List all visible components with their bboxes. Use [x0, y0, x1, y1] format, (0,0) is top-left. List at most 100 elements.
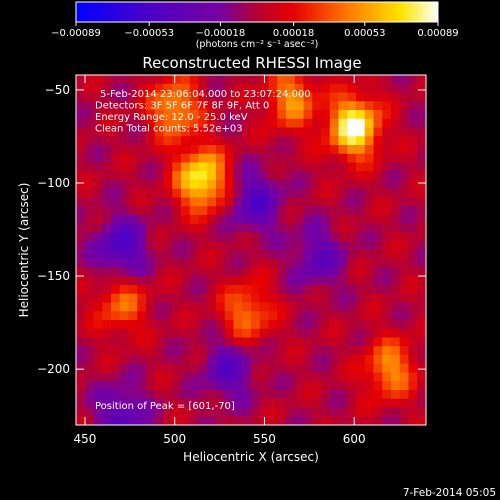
heatmap-cell: [251, 118, 261, 128]
heatmap-cell: [93, 363, 103, 373]
heatmap-cell: [102, 328, 112, 338]
heatmap-cell: [356, 83, 366, 93]
heatmap-cell: [154, 416, 164, 426]
heatmap-cell: [102, 372, 112, 382]
heatmap-cell: [242, 232, 252, 242]
heatmap-cell: [233, 320, 243, 330]
heatmap-cell: [198, 407, 208, 417]
annotations: 5-Feb-2014 23:06:04.000 to 23:07:24.000D…: [95, 89, 311, 135]
heatmap-cell: [84, 241, 94, 251]
heatmap-cell: [84, 145, 94, 155]
heatmap-cell: [286, 180, 296, 190]
heatmap-cell: [417, 241, 427, 251]
heatmap-cell: [198, 188, 208, 198]
heatmap-cell: [181, 92, 191, 102]
heatmap-cell: [93, 83, 103, 93]
heatmap-cell: [233, 285, 243, 295]
heatmap-cell: [286, 162, 296, 172]
heatmap-cell: [146, 127, 156, 137]
heatmap-cell: [259, 398, 269, 408]
heatmap-cell: [277, 145, 287, 155]
heatmap-cell: [154, 136, 164, 146]
heatmap-cell: [408, 75, 418, 85]
heatmap-cell: [242, 363, 252, 373]
heatmap-cell: [181, 363, 191, 373]
heatmap-cell: [364, 241, 374, 251]
heatmap-cell: [128, 328, 138, 338]
heatmap-cell: [312, 232, 322, 242]
heatmap-cell: [408, 346, 418, 356]
heatmap-cell: [242, 320, 252, 330]
heatmap-cell: [181, 127, 191, 137]
heatmap-cell: [382, 118, 392, 128]
heatmap-cell: [294, 328, 304, 338]
heatmap-cell: [408, 293, 418, 303]
heatmap-cell: [294, 232, 304, 242]
heatmap-cell: [417, 258, 427, 268]
heatmap-cell: [242, 215, 252, 225]
heatmap-cell: [76, 320, 86, 330]
heatmap-cell: [216, 101, 226, 111]
heatmap-cell: [303, 407, 313, 417]
heatmap-cell: [408, 241, 418, 251]
heatmap-cell: [373, 127, 383, 137]
heatmap-cell: [84, 127, 94, 137]
heatmap-cell: [76, 127, 86, 137]
heatmap-cell: [93, 232, 103, 242]
heatmap-cell: [399, 171, 409, 181]
heatmap-cell: [224, 285, 234, 295]
heatmap-cell: [172, 267, 182, 277]
heatmap-cell: [163, 398, 173, 408]
heatmap-cell: [137, 171, 147, 181]
heatmap-cell: [251, 328, 261, 338]
heatmap-cell: [303, 118, 313, 128]
heatmap-cell: [172, 258, 182, 268]
heatmap-cell: [303, 136, 313, 146]
heatmap-cell: [408, 215, 418, 225]
heatmap-cell: [356, 285, 366, 295]
heatmap-cell: [294, 241, 304, 251]
colorbar-tick-label: 0.00089: [417, 28, 458, 39]
heatmap-cell: [373, 355, 383, 365]
heatmap-cell: [277, 215, 287, 225]
heatmap-cell: [321, 276, 331, 286]
heatmap-cell: [329, 311, 339, 321]
heatmap-cell: [312, 223, 322, 233]
heatmap-cell: [189, 302, 199, 312]
heatmap-cell: [102, 145, 112, 155]
heatmap-cell: [303, 390, 313, 400]
heatmap-cell: [364, 337, 374, 347]
heatmap-cell: [321, 241, 331, 251]
heatmap-cell: [312, 372, 322, 382]
heatmap-cell: [119, 83, 129, 93]
heatmap-cell: [312, 180, 322, 190]
heatmap-cell: [163, 267, 173, 277]
heatmap-cell: [364, 311, 374, 321]
heatmap-cell: [277, 250, 287, 260]
heatmap-cell: [93, 320, 103, 330]
heatmap-cell: [181, 398, 191, 408]
heatmap-cell: [329, 75, 339, 85]
heatmap-cell: [347, 372, 357, 382]
heatmap-cell: [137, 232, 147, 242]
heatmap-cell: [137, 153, 147, 163]
heatmap-cell: [154, 372, 164, 382]
heatmap-cell: [119, 110, 129, 120]
heatmap-cell: [364, 346, 374, 356]
heatmap-cell: [312, 110, 322, 120]
heatmap-cell: [216, 302, 226, 312]
heatmap-cell: [391, 416, 401, 426]
heatmap-cell: [233, 267, 243, 277]
heatmap-cell: [399, 267, 409, 277]
heatmap-cell: [163, 390, 173, 400]
heatmap-cell: [277, 75, 287, 85]
heatmap-cell: [312, 328, 322, 338]
heatmap-cell: [242, 311, 252, 321]
heatmap-cell: [364, 398, 374, 408]
heatmap-cell: [198, 398, 208, 408]
heatmap-cell: [76, 241, 86, 251]
heatmap-cell: [128, 267, 138, 277]
heatmap-cell: [408, 337, 418, 347]
heatmap-cell: [137, 337, 147, 347]
heatmap-cell: [303, 363, 313, 373]
